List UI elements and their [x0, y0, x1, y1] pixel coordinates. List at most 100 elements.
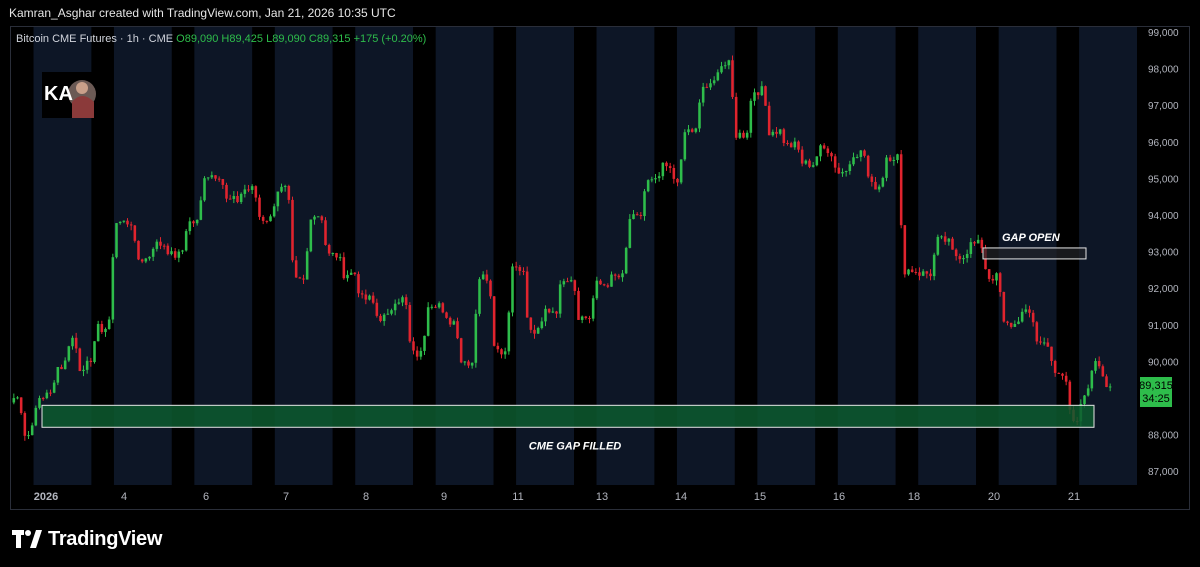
candle [1002, 291, 1006, 322]
candle [126, 220, 129, 225]
time-tick-label: 6 [203, 491, 209, 503]
candle [940, 236, 943, 238]
candle [67, 346, 71, 361]
candle [434, 306, 437, 308]
candle [56, 366, 60, 383]
candle [269, 216, 272, 222]
tradingview-icon [12, 530, 42, 548]
candle [250, 186, 254, 190]
session-gap [734, 27, 758, 485]
candle [382, 314, 386, 322]
candle [1094, 361, 1097, 371]
candle [749, 100, 753, 133]
candle [489, 280, 492, 297]
candle [320, 216, 324, 221]
candle [316, 216, 320, 218]
candle [980, 239, 984, 249]
candle [261, 216, 265, 221]
candle [210, 175, 214, 178]
candle [771, 131, 775, 136]
candle [445, 312, 448, 318]
ohlc-close: C89,315 [308, 33, 351, 45]
candle [778, 129, 782, 134]
candle [562, 281, 566, 285]
candle [166, 245, 170, 255]
candle [203, 178, 206, 201]
candle [533, 329, 536, 334]
candle [723, 65, 727, 67]
candle [27, 435, 30, 437]
candle [353, 272, 357, 275]
candle [591, 298, 595, 319]
time-tick-label: 16 [833, 491, 845, 503]
tradingview-logo[interactable]: TradingView [12, 526, 162, 552]
candle [419, 350, 423, 357]
candle [1042, 342, 1046, 344]
candle [826, 148, 830, 154]
candle [360, 293, 364, 295]
candle [118, 221, 122, 224]
candle [184, 231, 188, 251]
time-tick-label: 15 [754, 491, 766, 503]
candle [863, 150, 866, 156]
candle [610, 274, 613, 287]
candle [313, 216, 316, 220]
candle [1064, 375, 1068, 382]
candle [309, 219, 313, 252]
candle [100, 323, 104, 333]
candle [470, 362, 474, 366]
candle [1009, 322, 1013, 327]
candle [305, 251, 309, 280]
time-tick-label: 11 [512, 491, 523, 503]
candle [899, 154, 903, 226]
candle [679, 159, 683, 183]
symbol-name[interactable]: Bitcoin CME Futures · 1h · CME [16, 33, 174, 45]
candle [808, 160, 811, 167]
candle [364, 294, 368, 300]
candle [1028, 309, 1031, 313]
candle [247, 189, 250, 191]
candle [272, 206, 276, 217]
candle [958, 256, 962, 260]
candle [573, 280, 577, 291]
price-axis[interactable]: 99,000 98,000 97,000 96,000 95,000 94,000 93,0… [1148, 28, 1179, 478]
candle [514, 266, 518, 268]
candle [639, 214, 643, 217]
tradingview-wordmark: TradingView [48, 527, 163, 550]
candle [547, 308, 551, 313]
candle [646, 180, 650, 192]
candle [1057, 372, 1061, 374]
candle [478, 279, 481, 314]
session-gap [11, 27, 34, 485]
candle [111, 257, 115, 320]
candle [192, 221, 195, 224]
candle [859, 150, 863, 157]
time-tick-label: 4 [121, 491, 127, 503]
candle [144, 258, 148, 262]
candle [756, 92, 760, 96]
candle [753, 92, 756, 101]
candle [621, 273, 624, 278]
candle [687, 129, 690, 133]
candle [74, 337, 78, 349]
candle [137, 240, 140, 260]
candle [566, 281, 569, 283]
candle [694, 128, 698, 132]
candle [672, 167, 676, 179]
candle [716, 72, 720, 81]
candle [745, 132, 749, 138]
candle [910, 269, 914, 273]
ohlc-open: O89,090 [176, 33, 219, 45]
candle [379, 315, 382, 322]
candle [232, 196, 236, 199]
candle [683, 132, 687, 160]
symbol-legend[interactable]: Bitcoin CME Futures · 1h · CME O89,090 H… [16, 33, 426, 45]
candle [969, 242, 973, 254]
candle [52, 382, 56, 393]
time-axis[interactable]: 2026 4 6 7 8 9 11 13 14 15 16 18 20 21 [34, 491, 1080, 503]
session-gap [171, 27, 195, 485]
candle [228, 198, 232, 200]
candle [555, 311, 558, 314]
candle [1090, 370, 1094, 389]
